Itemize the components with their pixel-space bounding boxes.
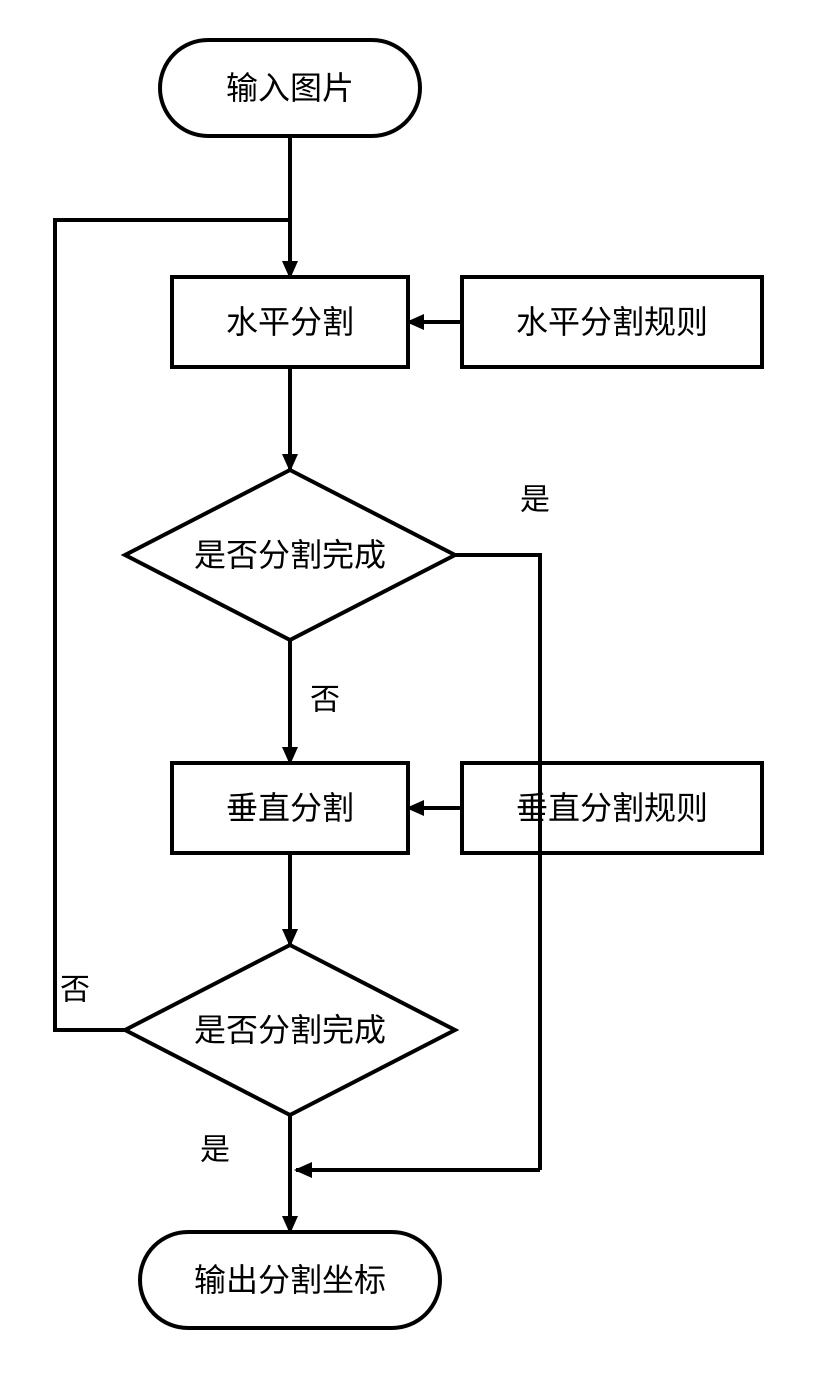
node-label-d1: 是否分割完成 <box>194 537 386 573</box>
node-end: 输出分割坐标 <box>140 1232 440 1328</box>
node-hs: 水平分割 <box>172 277 408 367</box>
node-label-end: 输出分割坐标 <box>194 1262 386 1298</box>
node-label-vrule: 垂直分割规则 <box>516 790 708 826</box>
node-d1: 是否分割完成 <box>125 470 455 640</box>
edge-d1-join <box>455 555 540 1170</box>
node-label-hs: 水平分割 <box>226 304 354 340</box>
node-label-vs: 垂直分割 <box>226 790 354 826</box>
node-label-start: 输入图片 <box>226 70 354 106</box>
node-start: 输入图片 <box>160 40 420 136</box>
edge-label-d2-end: 是 <box>200 1134 230 1167</box>
node-label-d2: 是否分割完成 <box>194 1012 386 1048</box>
node-vrule: 垂直分割规则 <box>462 763 762 853</box>
edge-label-d1-vs: 否 <box>310 684 340 717</box>
edge-label-d2-loop: 否 <box>60 974 90 1007</box>
flowchart-canvas: 输入图片水平分割水平分割规则是否分割完成垂直分割垂直分割规则是否分割完成输出分割… <box>0 0 814 1380</box>
node-label-hrule: 水平分割规则 <box>516 304 708 340</box>
node-d2: 是否分割完成 <box>125 945 455 1115</box>
node-vs: 垂直分割 <box>172 763 408 853</box>
edge-label-d1-join: 是 <box>520 484 550 517</box>
node-hrule: 水平分割规则 <box>462 277 762 367</box>
